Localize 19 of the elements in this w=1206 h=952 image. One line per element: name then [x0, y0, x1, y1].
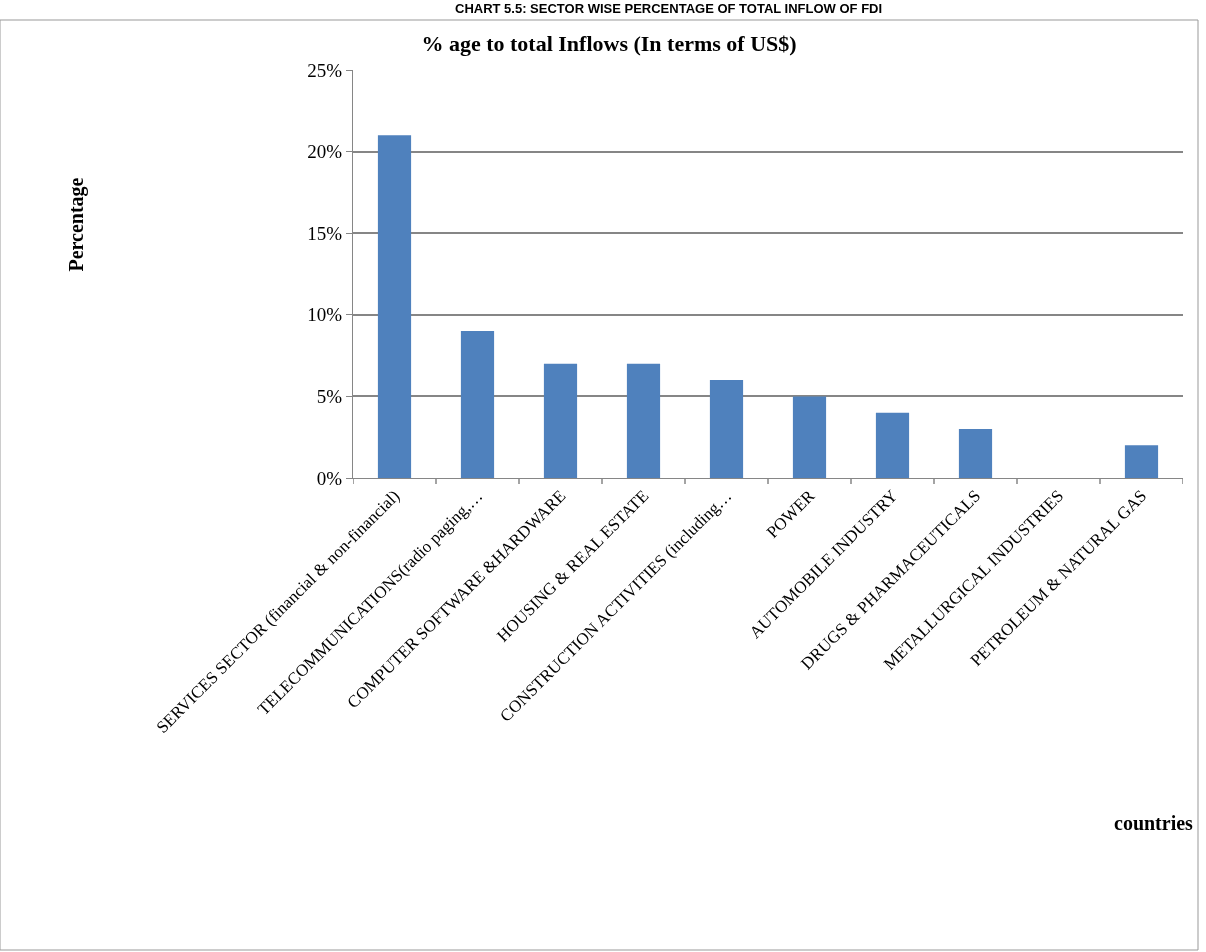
y-tick-label: 25% [307, 59, 343, 81]
bar [709, 380, 744, 478]
chart-title: % age to total Inflows (In terms of US$) [421, 30, 797, 56]
bar [958, 429, 993, 478]
bar [543, 363, 578, 478]
bar [377, 135, 412, 478]
bar [1124, 445, 1159, 478]
y-tick-label: 20% [307, 141, 343, 163]
bar [792, 396, 827, 478]
y-tick-label: 0% [316, 467, 343, 489]
bar [460, 331, 495, 478]
caption: CHART 5.5: SECTOR WISE PERCENTAGE OF TOTAL INFLOW OF FDI [455, 1, 883, 16]
bar [626, 363, 661, 478]
y-tick-label: 10% [307, 304, 343, 326]
x-axis-title: countries [1114, 812, 1194, 834]
y-axis-title: Percentage [65, 177, 89, 272]
bar [875, 412, 910, 478]
y-tick-label: 15% [307, 222, 343, 244]
y-tick-label: 5% [316, 386, 343, 408]
